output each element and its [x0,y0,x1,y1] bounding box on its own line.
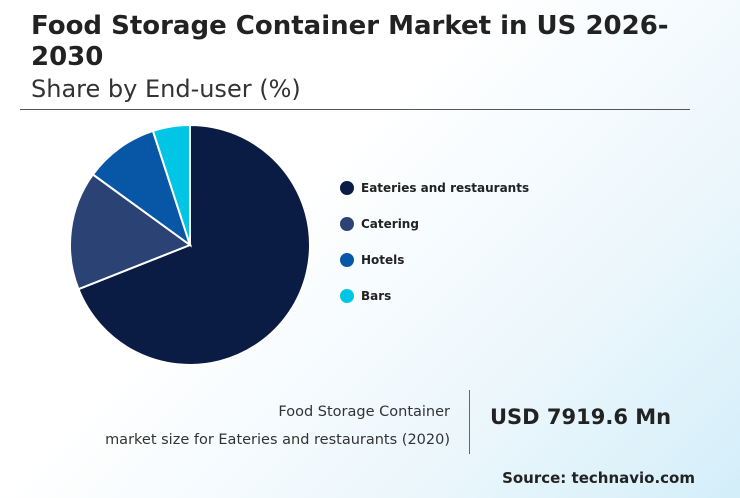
legend-swatch-catering [340,217,354,231]
legend-item-bars: Bars [340,278,529,314]
market-size-caption: Food Storage Container market size for E… [105,398,450,454]
pie-slice-eateries [77,123,311,366]
callout-divider [469,390,470,454]
chart-title: Food Storage Container Market in US 2026… [31,11,669,72]
legend-label: Eateries and restaurants [361,181,530,195]
legend-label: Hotels [361,253,405,267]
market-size-value: USD 7919.6 Mn [490,405,672,429]
legend-swatch-eateries [340,181,354,195]
pie-chart [69,123,311,366]
caption-line-2: market size for Eateries and restaurants… [105,432,450,448]
legend: Eateries and restaurants Catering Hotels… [340,170,529,314]
pie-slice-catering [69,173,193,291]
source-note: Source: technavio.com [502,469,695,487]
legend-label: Bars [361,289,392,303]
legend-swatch-bars [340,289,354,303]
legend-label: Catering [361,217,419,231]
pie-slice-bars [151,123,191,246]
legend-item-eateries: Eateries and restaurants [340,170,529,206]
legend-swatch-hotels [340,253,354,267]
legend-item-catering: Catering [340,206,529,242]
caption-line-1: Food Storage Container [278,404,450,420]
legend-item-hotels: Hotels [340,242,529,278]
pie-slice-hotels [91,129,192,248]
chart-subtitle: Share by End-user (%) [31,75,301,103]
title-divider [20,109,690,110]
